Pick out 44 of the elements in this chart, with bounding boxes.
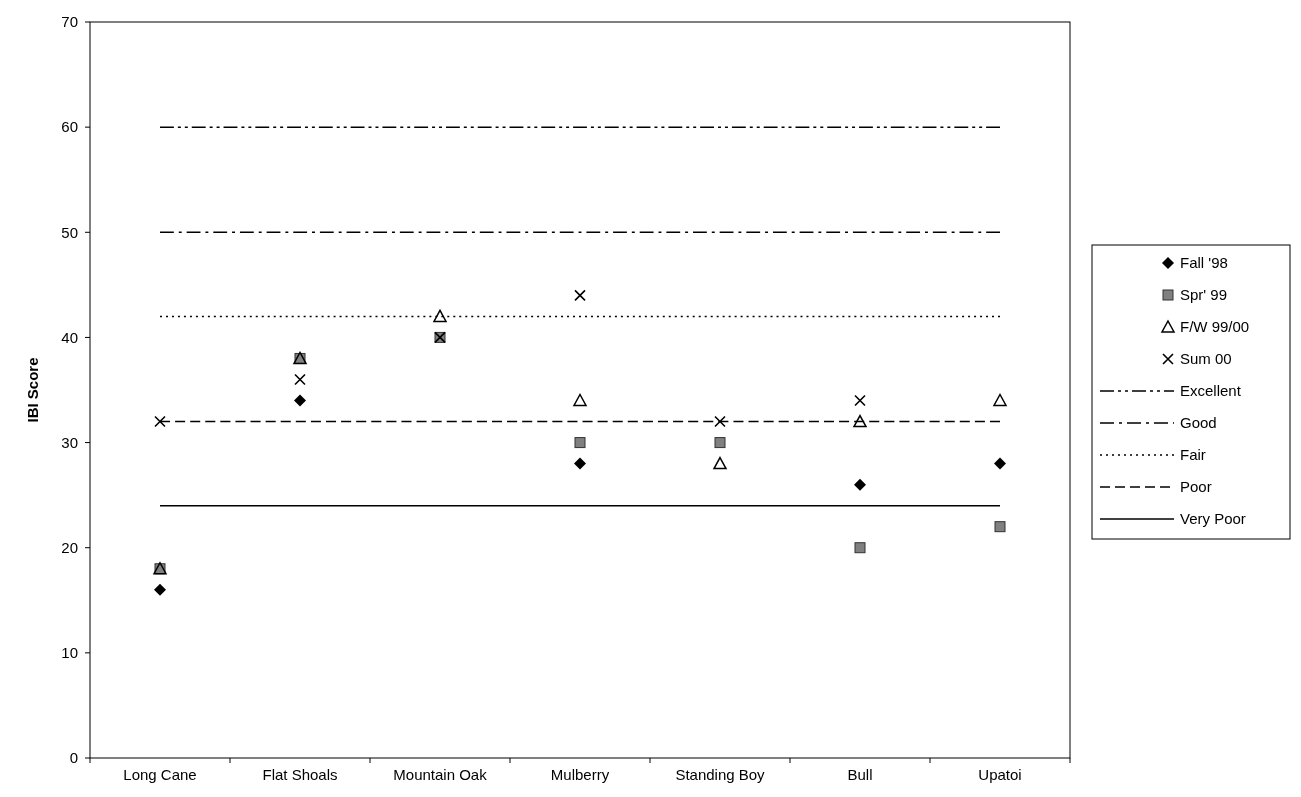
- y-tick-label: 30: [61, 433, 78, 451]
- legend-label: Sum 00: [1180, 350, 1232, 368]
- point: [574, 289, 586, 302]
- y-tick-label: 70: [61, 13, 78, 31]
- point: [714, 415, 726, 428]
- legend-label: Excellent: [1180, 382, 1242, 400]
- x-tick-label: Mountain Oak: [393, 766, 488, 783]
- point: [854, 478, 866, 491]
- y-tick-label: 10: [61, 644, 78, 662]
- x-tick-label: Flat Shoals: [262, 766, 338, 783]
- x-tick-label: Standing Boy: [675, 766, 766, 783]
- legend-label: Spr' 99: [1180, 286, 1228, 304]
- point: [294, 373, 306, 386]
- point: [713, 456, 727, 470]
- y-tick-label: 50: [61, 223, 78, 241]
- point: [853, 414, 867, 428]
- point: [574, 437, 586, 449]
- legend-label: Very Poor: [1180, 510, 1246, 528]
- point: [154, 583, 166, 596]
- point: [854, 394, 866, 407]
- point: [714, 437, 726, 449]
- y-tick-label: 60: [61, 118, 78, 136]
- x-tick-label: Bull: [847, 766, 873, 783]
- point: [854, 542, 866, 554]
- y-axis-title: IBI Score: [24, 357, 41, 423]
- x-tick-label: Long Cane: [123, 766, 197, 783]
- point: [574, 457, 586, 470]
- legend-label: Fall '98: [1180, 254, 1228, 272]
- legend-label: Fair: [1180, 446, 1206, 464]
- y-tick-label: 40: [61, 328, 78, 346]
- point: [573, 393, 587, 407]
- x-tick-label: Upatoi: [978, 766, 1022, 783]
- point: [994, 457, 1006, 470]
- point: [433, 309, 447, 323]
- point: [994, 521, 1006, 533]
- point: [294, 394, 306, 407]
- legend-label: Good: [1180, 414, 1217, 432]
- point: [993, 393, 1007, 407]
- legend-label: Poor: [1180, 478, 1212, 496]
- y-tick-label: 0: [69, 749, 78, 767]
- legend-label: F/W 99/00: [1180, 318, 1250, 336]
- x-tick-label: Mulberry: [550, 766, 610, 783]
- y-tick-label: 20: [61, 538, 78, 556]
- point: [154, 415, 166, 428]
